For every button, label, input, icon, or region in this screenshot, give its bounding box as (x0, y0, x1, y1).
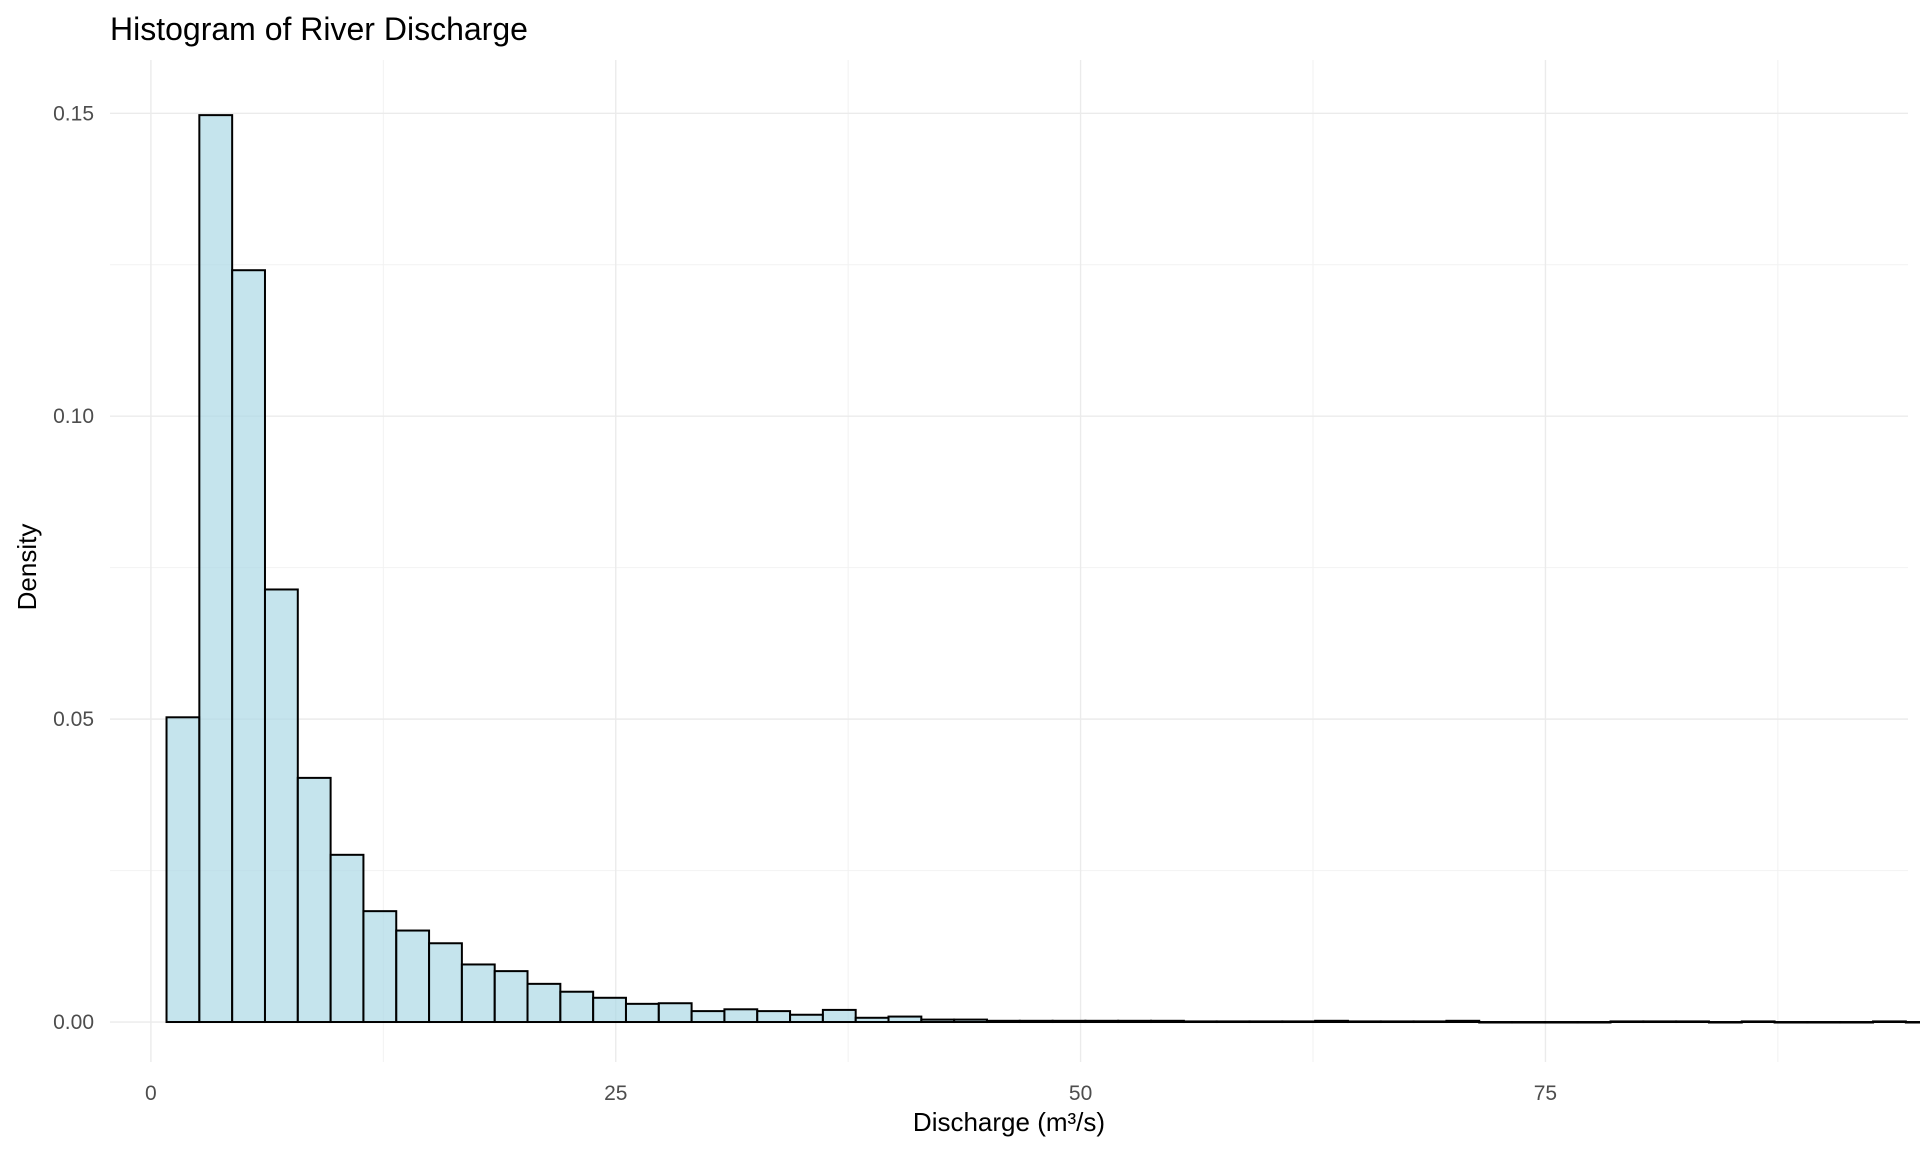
histogram-bar (1478, 1021, 1514, 1024)
histogram-bar (1412, 1020, 1448, 1024)
histogram-bar (1543, 1021, 1579, 1024)
histogram-bar (198, 114, 234, 1024)
histogram-bar (1707, 1021, 1743, 1024)
histogram-bar (1150, 1019, 1185, 1024)
histogram-bar (592, 996, 627, 1024)
histogram-bar (887, 1015, 923, 1024)
histogram-bar (1576, 1021, 1612, 1024)
histogram-bar (1609, 1020, 1645, 1024)
y-tick-label: 0.05 (53, 708, 94, 731)
histogram-bar (624, 1002, 660, 1024)
histogram-bar (1773, 1021, 1809, 1024)
x-tick-label: 0 (145, 1082, 157, 1105)
histogram-bar (1215, 1020, 1251, 1024)
histogram-bars (165, 114, 1920, 1024)
histogram-bar (1314, 1019, 1349, 1024)
histogram-bar (1675, 1020, 1710, 1024)
histogram-bar (329, 853, 365, 1024)
histogram-bar (362, 910, 398, 1024)
x-tick-label: 75 (1534, 1082, 1557, 1105)
x-tick-label: 25 (604, 1082, 627, 1105)
histogram-bar (395, 929, 431, 1024)
y-tick-label: 0.10 (53, 405, 94, 428)
x-tick-label: 50 (1069, 1082, 1092, 1105)
histogram-bar (985, 1019, 1021, 1024)
chart-title: Histogram of River Discharge (110, 11, 528, 47)
histogram-bar (231, 269, 266, 1024)
histogram-bar (1839, 1021, 1875, 1024)
y-axis-title: Density (12, 524, 42, 611)
histogram-bar (526, 982, 562, 1024)
histogram-bar (1117, 1019, 1153, 1024)
histogram-bar (854, 1016, 890, 1024)
histogram-bar (1248, 1020, 1284, 1024)
histogram-bar (1346, 1020, 1382, 1024)
histogram-bar (1281, 1020, 1317, 1024)
histogram-bar (1904, 1021, 1920, 1024)
histogram-bar (1084, 1019, 1120, 1024)
histogram-bar (1445, 1019, 1481, 1024)
histogram-bar (1182, 1020, 1218, 1024)
histogram-bar (296, 776, 332, 1024)
histogram-bar (493, 970, 529, 1024)
histogram-bar (1511, 1021, 1546, 1024)
histogram-bar (789, 1013, 824, 1024)
histogram-bar (821, 1008, 857, 1024)
histogram-bar (953, 1018, 988, 1024)
histogram-bar (1740, 1020, 1776, 1024)
histogram-bar (1872, 1020, 1907, 1024)
y-tick-label: 0.00 (53, 1011, 94, 1034)
histogram-bar (263, 588, 299, 1024)
histogram-bar (1051, 1019, 1087, 1024)
histogram-bar (657, 1002, 693, 1024)
histogram-bar (428, 942, 463, 1024)
histogram-bar (1379, 1020, 1415, 1024)
histogram-bar (1018, 1019, 1054, 1024)
histogram-bar (1642, 1020, 1678, 1024)
histogram-bar (690, 1010, 726, 1024)
x-axis-title: Discharge (m³/s) (913, 1107, 1105, 1137)
histogram-bar (165, 716, 201, 1024)
histogram-bar (559, 990, 595, 1024)
y-tick-label: 0.15 (53, 102, 94, 125)
histogram-bar (460, 963, 496, 1024)
axis-tick-labels: 0 25 50 75 0.00 0.05 0.10 0.15 (53, 102, 1557, 1105)
histogram-bar (756, 1010, 792, 1024)
histogram-bar (1806, 1021, 1842, 1024)
histogram-bar (920, 1018, 956, 1024)
histogram-bar (723, 1008, 759, 1024)
